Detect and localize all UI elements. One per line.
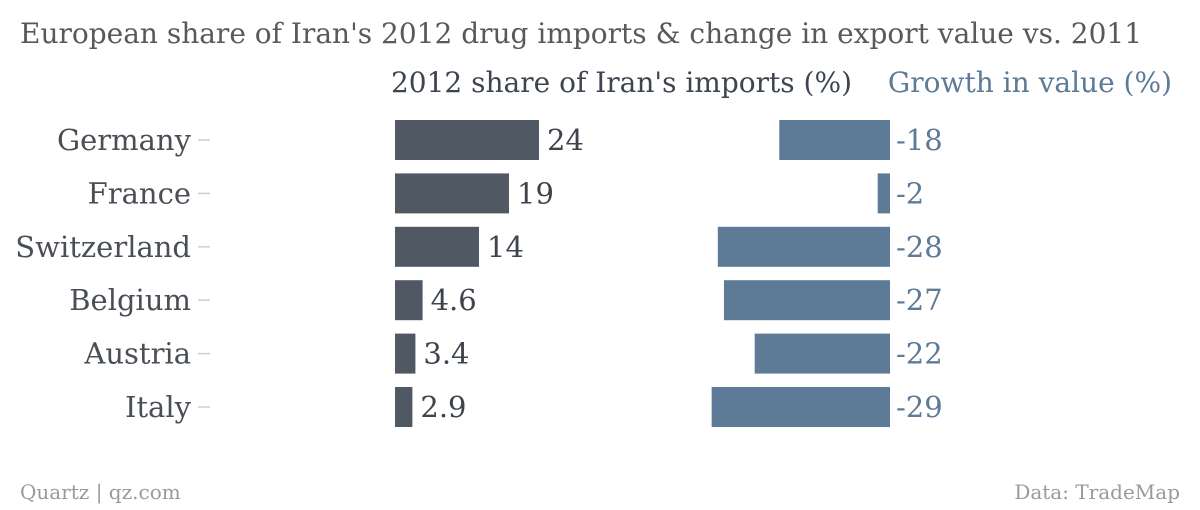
growth-value-label-italy: -29 [896,390,943,424]
growth-bar-austria [754,333,890,374]
share-bar-belgium [395,280,423,321]
share-bar-france [395,173,509,214]
category-label-belgium: Belgium [69,283,191,317]
growth-column-header: Growth in value (%) [888,66,1172,99]
share-bar-germany [395,120,539,160]
share-bar-switzerland [395,226,479,267]
category-label-italy: Italy [125,390,192,424]
growth-value-label-switzerland: -28 [896,230,943,264]
share-value-label-belgium: 4.6 [431,283,477,317]
share-column-header: 2012 share of Iran's imports (%) [391,66,852,99]
share-value-label-france: 19 [517,176,554,210]
category-label-austria: Austria [83,337,191,371]
growth-value-label-belgium: -27 [896,283,943,317]
growth-bar-belgium [723,280,890,321]
category-label-france: France [88,176,191,210]
share-bar-austria [395,333,416,374]
footer-source-right: Data: TradeMap [1014,480,1180,504]
chart-title: European share of Iran's 2012 drug impor… [20,17,1142,50]
growth-value-label-austria: -22 [896,337,943,371]
share-value-label-switzerland: 14 [487,230,524,264]
chart-rows: Germany 24 -18 France 19 -2 Switzerland 14 -28 Be… [15,120,943,427]
share-value-label-germany: 24 [547,123,584,157]
share-bar-italy [395,387,413,427]
category-label-switzerland: Switzerland [15,230,191,264]
growth-value-label-germany: -18 [896,123,943,157]
growth-bar-france [877,173,890,214]
share-value-label-italy: 2.9 [420,390,466,424]
footer-source-left: Quartz | qz.com [20,480,181,505]
category-label-germany: Germany [57,123,192,157]
growth-bar-switzerland [717,226,890,267]
growth-bar-italy [711,387,890,427]
growth-value-label-france: -2 [896,176,924,210]
share-value-label-austria: 3.4 [423,337,469,371]
growth-bar-germany [779,120,890,160]
